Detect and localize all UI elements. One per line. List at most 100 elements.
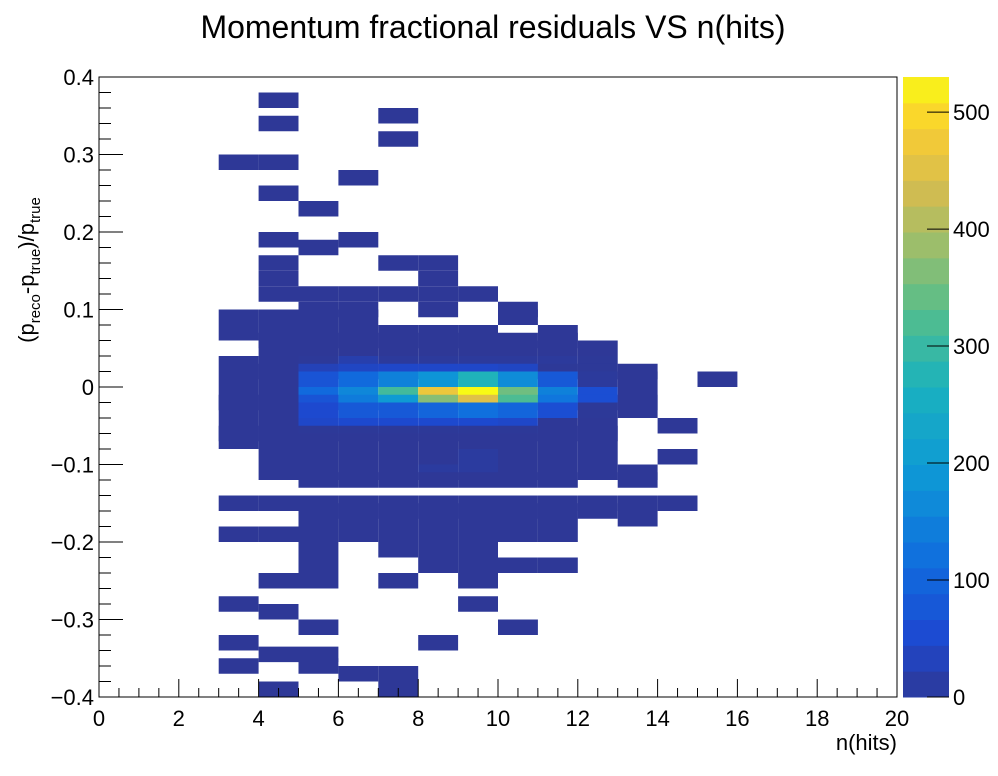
heatmap-cell xyxy=(258,340,299,356)
heatmap-cell xyxy=(338,526,379,542)
colorbar-segment xyxy=(903,593,949,620)
heatmap-cell xyxy=(378,542,419,558)
colorbar-segment xyxy=(903,154,949,181)
heatmap-cell xyxy=(378,666,419,682)
heatmap-cell xyxy=(298,526,339,542)
colorbar-segment xyxy=(903,77,949,104)
x-tick-label: 14 xyxy=(645,706,669,731)
heatmap-cell xyxy=(418,557,459,573)
colorbar-segment xyxy=(903,464,949,491)
heatmap-cell xyxy=(338,371,379,387)
colorbar-tick-label: 300 xyxy=(953,334,990,359)
heatmap-cell xyxy=(498,526,538,542)
colorbar-segment xyxy=(903,516,949,543)
heatmap-cell xyxy=(378,286,419,302)
heatmap-cell xyxy=(338,472,379,488)
x-tick-label: 4 xyxy=(252,706,264,731)
heatmap-cell xyxy=(498,449,538,465)
heatmap-cell xyxy=(298,573,339,589)
x-tick-label: 2 xyxy=(173,706,185,731)
heatmap-cell xyxy=(418,433,459,449)
colorbar-segment xyxy=(903,206,949,233)
heatmap-cell xyxy=(537,557,578,573)
x-tick-label: 18 xyxy=(805,706,829,731)
heatmap-cell xyxy=(418,402,459,418)
heatmap-cell xyxy=(258,154,299,170)
heatmap-cell xyxy=(258,371,299,387)
heatmap-cell xyxy=(617,472,658,488)
colorbar-segment xyxy=(903,567,949,595)
heatmap-cell xyxy=(577,503,618,519)
colorbar-segment xyxy=(903,309,949,336)
heatmap-cell xyxy=(537,511,578,527)
heatmap-cell xyxy=(298,371,339,387)
colorbar-segment xyxy=(903,232,949,259)
x-axis-label: n(hits) xyxy=(836,730,897,755)
colorbar: 0 100 200 300 400 500 xyxy=(903,77,990,710)
heatmap-cell xyxy=(258,402,299,418)
heatmap-cell xyxy=(577,464,618,480)
heatmap-cell xyxy=(298,201,339,217)
chart-title: Momentum fractional residuals VS n(hits) xyxy=(200,9,785,45)
colorbar-segment xyxy=(903,542,949,569)
heatmap-cell xyxy=(378,340,419,356)
heatmap-cell xyxy=(218,309,259,325)
heatmap-cell xyxy=(537,340,578,356)
heatmap-cell xyxy=(298,557,339,573)
heatmap-cell xyxy=(378,108,419,124)
colorbar-segment xyxy=(903,645,949,672)
heatmap-cell xyxy=(418,255,459,271)
heatmap-cell xyxy=(298,433,339,449)
heatmap-cell xyxy=(617,371,658,387)
heatmap-cell xyxy=(418,371,459,387)
heatmap-cell xyxy=(577,371,618,387)
x-tick-label: 0 xyxy=(93,706,105,731)
heatmap-cell xyxy=(657,418,698,434)
y-tick-label: −0.2 xyxy=(51,530,94,555)
heatmap-cell xyxy=(378,511,419,527)
heatmap-cell xyxy=(378,402,419,418)
heatmap-cell xyxy=(218,495,259,511)
heatmap-cell xyxy=(498,340,538,356)
heatmap-cell xyxy=(218,635,259,651)
colorbar-segment xyxy=(903,283,949,310)
y-tick-label: −0.3 xyxy=(51,608,94,633)
heatmap-cell xyxy=(298,286,339,302)
heatmap-cell xyxy=(258,115,299,132)
heatmap-cells xyxy=(218,92,738,697)
heatmap-cell xyxy=(458,433,498,449)
heatmap-cell xyxy=(458,557,498,573)
heatmap-cell xyxy=(258,573,299,589)
heatmap-cell xyxy=(298,619,339,635)
heatmap-cell xyxy=(458,596,498,612)
heatmap-cell xyxy=(258,185,299,201)
heatmap-cell xyxy=(338,340,379,356)
heatmap-cell xyxy=(697,371,738,387)
heatmap-cell xyxy=(458,511,498,527)
heatmap-cell xyxy=(458,449,498,465)
heatmap-cell xyxy=(338,232,379,248)
heatmap-cell xyxy=(458,526,498,542)
heatmap-cell xyxy=(418,270,459,287)
colorbar-segment xyxy=(903,102,949,130)
heatmap-cell xyxy=(378,131,419,147)
heatmap-cell xyxy=(378,573,419,589)
heatmap-cell xyxy=(498,619,538,635)
heatmap-cell xyxy=(537,371,578,387)
heatmap-cell xyxy=(458,573,498,589)
heatmap-cell xyxy=(498,511,538,527)
heatmap-cell xyxy=(298,340,339,356)
colorbar-tick-label: 200 xyxy=(953,451,990,476)
heatmap-cell xyxy=(537,526,578,542)
heatmap-cell xyxy=(498,557,538,573)
y-tick-label: −0.4 xyxy=(51,685,94,710)
heatmap-cell xyxy=(258,464,299,480)
heatmap-cell xyxy=(498,402,538,418)
heatmap-cell xyxy=(258,255,299,271)
heatmap-cell xyxy=(378,371,419,387)
x-tick-label: 20 xyxy=(885,706,909,731)
y-axis: 0.4 0.3 0.2 0.1 0 −0.1 −0.2 −0.3 −0.4 xyxy=(51,65,123,710)
heatmap-cell xyxy=(537,449,578,465)
heatmap-cell xyxy=(258,526,299,542)
heatmap-cell xyxy=(298,511,339,527)
